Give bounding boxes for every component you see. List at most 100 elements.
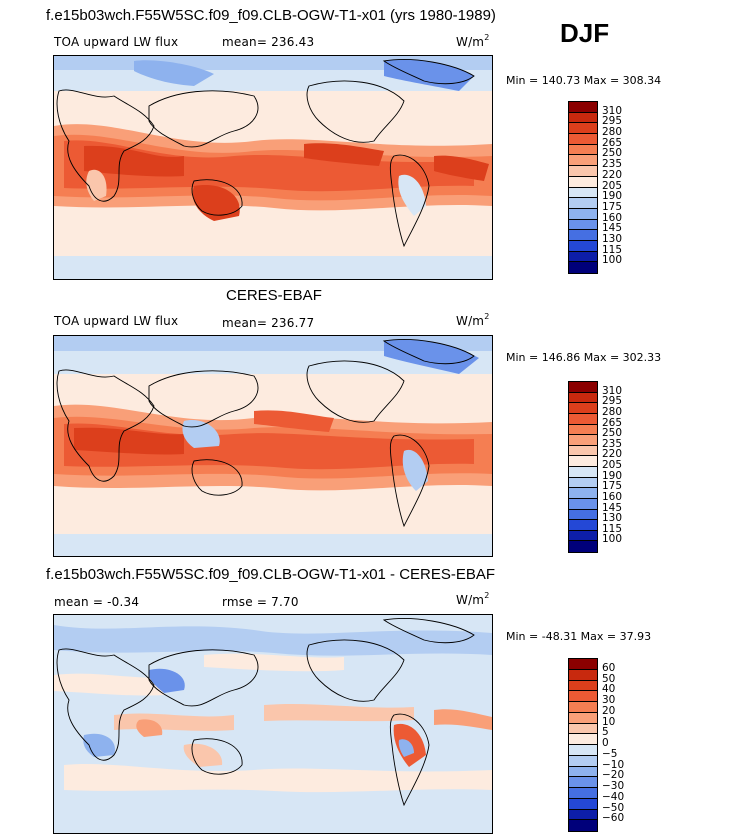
colorbar-swatch (569, 456, 597, 467)
colorbar-tick-label: 30 (602, 694, 616, 706)
colorbar-swatch (569, 403, 597, 414)
colorbar-tick-label: 280 (602, 405, 623, 418)
colorbar-swatch (569, 734, 597, 745)
panel3-map-field (54, 615, 492, 833)
colorbar-swatch (569, 240, 597, 252)
colorbar-tick-label: 145 (602, 222, 623, 235)
colorbar-swatch (569, 680, 597, 692)
colorbar-swatch (569, 755, 597, 767)
panel1-coastlines (56, 59, 475, 248)
colorbar-tick-label: 115 (602, 243, 623, 256)
colorbar-swatch (569, 723, 597, 735)
colorbar-swatch (569, 530, 597, 542)
panel3-colorbar (568, 658, 598, 832)
colorbar-tick-label: 295 (602, 115, 623, 128)
colorbar-tick-label: 175 (602, 480, 623, 493)
panel1-map-field (54, 56, 492, 279)
panel2-map (53, 335, 493, 557)
colorbar-swatch (569, 659, 597, 670)
units-base: W/m (456, 593, 485, 607)
colorbar-tick-label: 160 (602, 211, 623, 224)
colorbar-swatch (569, 230, 597, 241)
colorbar-swatch (569, 392, 597, 404)
units-exp: 2 (484, 33, 490, 42)
colorbar-tick-label: −40 (602, 790, 625, 803)
panel2-map-field (54, 336, 492, 556)
colorbar-tick-label: 0 (602, 737, 609, 749)
colorbar-swatch (569, 208, 597, 220)
colorbar-swatch (569, 820, 597, 831)
colorbar-swatch (569, 498, 597, 510)
colorbar-swatch (569, 541, 597, 552)
colorbar-swatch (569, 251, 597, 263)
panel1-minmax: Min = 140.73 Max = 308.34 (506, 74, 662, 87)
colorbar-tick-label: −50 (602, 801, 625, 814)
colorbar-swatch (569, 262, 597, 273)
colorbar-swatch (569, 788, 597, 799)
panel2-units: W/m2 (456, 312, 490, 328)
panel2-header: CERES-EBAF (226, 287, 322, 304)
panel2-variable-label: TOA upward LW flux (54, 314, 179, 328)
colorbar-swatch (569, 219, 597, 231)
colorbar-tick-label: 130 (602, 232, 623, 245)
units-exp: 2 (484, 591, 490, 600)
panel1-map (53, 55, 493, 280)
colorbar-swatch (569, 520, 597, 531)
colorbar-swatch (569, 123, 597, 135)
colorbar-tick-label: 265 (602, 416, 623, 429)
colorbar-tick-label: 280 (602, 126, 623, 139)
colorbar-tick-label: 250 (602, 427, 623, 440)
colorbar-tick-label: −20 (602, 769, 625, 782)
colorbar-swatch (569, 134, 597, 145)
panel1-mean: mean= 236.43 (222, 35, 315, 49)
colorbar-tick-label: 205 (602, 179, 623, 192)
colorbar-tick-label: 190 (602, 190, 623, 203)
units-base: W/m (456, 314, 485, 328)
panel3-map (53, 614, 493, 834)
colorbar-tick-label: 220 (602, 168, 623, 181)
panel1-variable-label: TOA upward LW flux (54, 35, 179, 49)
colorbar-tick-label: 310 (602, 104, 623, 117)
colorbar-swatch (569, 488, 597, 499)
colorbar-tick-label: 130 (602, 512, 623, 525)
panel1-units: W/m2 (456, 33, 490, 49)
colorbar-tick-label: 100 (602, 533, 623, 546)
colorbar-tick-label: 115 (602, 522, 623, 535)
colorbar-swatch (569, 669, 597, 681)
colorbar-tick-label: 40 (602, 683, 616, 696)
colorbar-swatch (569, 166, 597, 177)
colorbar-tick-label: 145 (602, 501, 623, 514)
colorbar-swatch (569, 198, 597, 209)
panel3-coastlines (56, 618, 475, 807)
panel1-header: f.e15b03wch.F55W5SC.f09_f09.CLB-OGW-T1-x… (46, 7, 496, 24)
colorbar-tick-label: 310 (602, 384, 623, 397)
season-label: DJF (560, 18, 610, 48)
colorbar-swatch (569, 477, 597, 489)
colorbar-swatch (569, 745, 597, 756)
colorbar-tick-label: −30 (602, 780, 625, 792)
colorbar-swatch (569, 435, 597, 446)
panel2-colorbar (568, 381, 598, 553)
colorbar-swatch (569, 144, 597, 156)
colorbar-swatch (569, 467, 597, 478)
panel3-minmax: Min = -48.31 Max = 37.93 (506, 630, 652, 643)
colorbar-tick-label: 20 (602, 704, 616, 717)
colorbar-swatch (569, 777, 597, 788)
colorbar-swatch (569, 712, 597, 724)
colorbar-tick-label: 295 (602, 395, 623, 408)
colorbar-tick-label: 10 (602, 715, 616, 728)
colorbar-tick-label: −10 (602, 758, 625, 771)
panel1-colorbar (568, 101, 598, 274)
panel2-coastlines (56, 339, 475, 528)
colorbar-swatch (569, 424, 597, 436)
panel3-mean: mean = -0.34 (54, 595, 140, 609)
colorbar-swatch (569, 509, 597, 521)
colorbar-tick-label: 190 (602, 469, 623, 482)
panel3-rmse: rmse = 7.70 (222, 595, 299, 609)
colorbar-swatch (569, 187, 597, 199)
colorbar-tick-label: 50 (602, 672, 616, 685)
panel3-header: f.e15b03wch.F55W5SC.f09_f09.CLB-OGW-T1-x… (46, 566, 496, 583)
colorbar-tick-label: −60 (602, 812, 625, 825)
colorbar-swatch (569, 176, 597, 188)
colorbar-swatch (569, 155, 597, 167)
